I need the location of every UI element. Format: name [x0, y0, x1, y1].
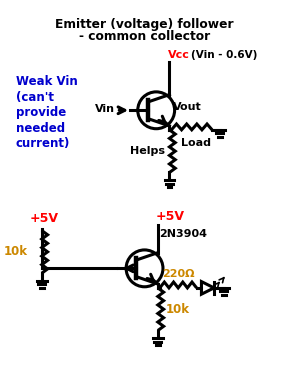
Text: - common collector: - common collector	[79, 30, 210, 43]
Text: +5V: +5V	[30, 212, 59, 225]
Text: 10k: 10k	[166, 303, 190, 316]
Text: Weak Vin
(can't
provide
needed
current): Weak Vin (can't provide needed current)	[15, 75, 77, 150]
Text: 2N3904: 2N3904	[159, 229, 207, 239]
Text: Vout: Vout	[173, 102, 202, 112]
Text: +5V: +5V	[156, 210, 185, 223]
Text: 10k: 10k	[4, 246, 28, 258]
Text: 220Ω: 220Ω	[162, 269, 194, 279]
Text: Vcc: Vcc	[167, 50, 189, 60]
Text: (Vin - 0.6V): (Vin - 0.6V)	[191, 50, 257, 60]
Text: Load: Load	[181, 138, 211, 148]
Text: Emitter (voltage) follower: Emitter (voltage) follower	[55, 18, 234, 31]
Text: Helps: Helps	[130, 146, 165, 156]
Text: Vin: Vin	[94, 104, 114, 114]
